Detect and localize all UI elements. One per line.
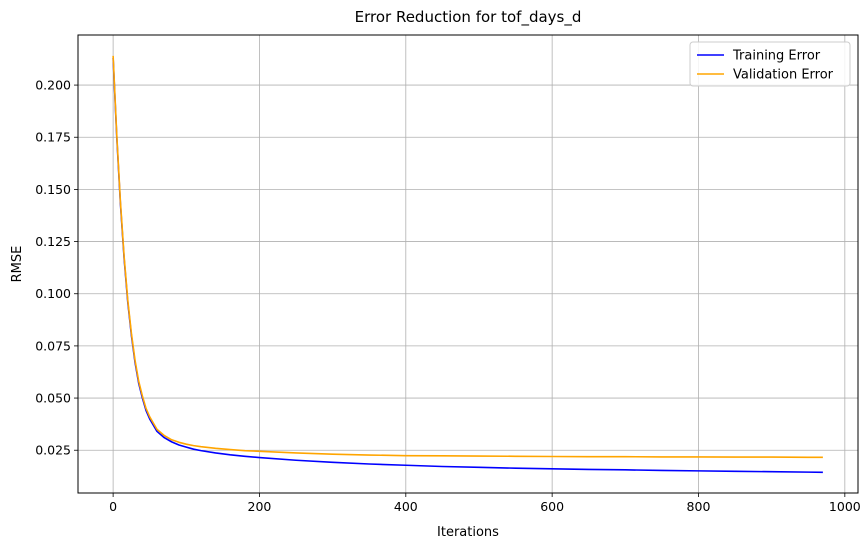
x-tick-label: 1000 [829,499,861,514]
y-tick-label: 0.150 [35,182,71,197]
y-tick-label: 0.125 [35,234,71,249]
axis-ticks: 0 200 400 600 800 1000 0.025 0.050 0.075 0.100 0.1… [35,78,861,514]
grid [78,35,858,493]
y-tick-label: 0.050 [35,391,71,406]
y-tick-label: 0.075 [35,338,71,353]
x-tick-label: 0 [109,499,117,514]
validation-error-line [112,55,823,459]
y-tick-label: 0.200 [35,78,71,93]
series-lines [112,55,823,474]
plot-frame [77,34,859,494]
y-tick-label: 0.175 [35,130,71,145]
y-axis-label: RMSE [10,246,25,283]
legend-label-training: Training Error [732,49,821,64]
x-tick-label: 400 [394,499,418,514]
x-tick-label: 200 [248,499,272,514]
x-tick-label: 600 [540,499,564,514]
x-axis-label: Iterations [437,525,499,540]
legend: Training Error Validation Error [689,41,851,87]
x-tick-label: 800 [687,499,711,514]
y-tick-label: 0.100 [35,286,71,301]
legend-box [689,41,851,87]
y-tick-label: 0.025 [35,443,71,458]
chart-title: Error Reduction for tof_days_d [355,8,582,27]
legend-label-validation: Validation Error [733,68,834,83]
